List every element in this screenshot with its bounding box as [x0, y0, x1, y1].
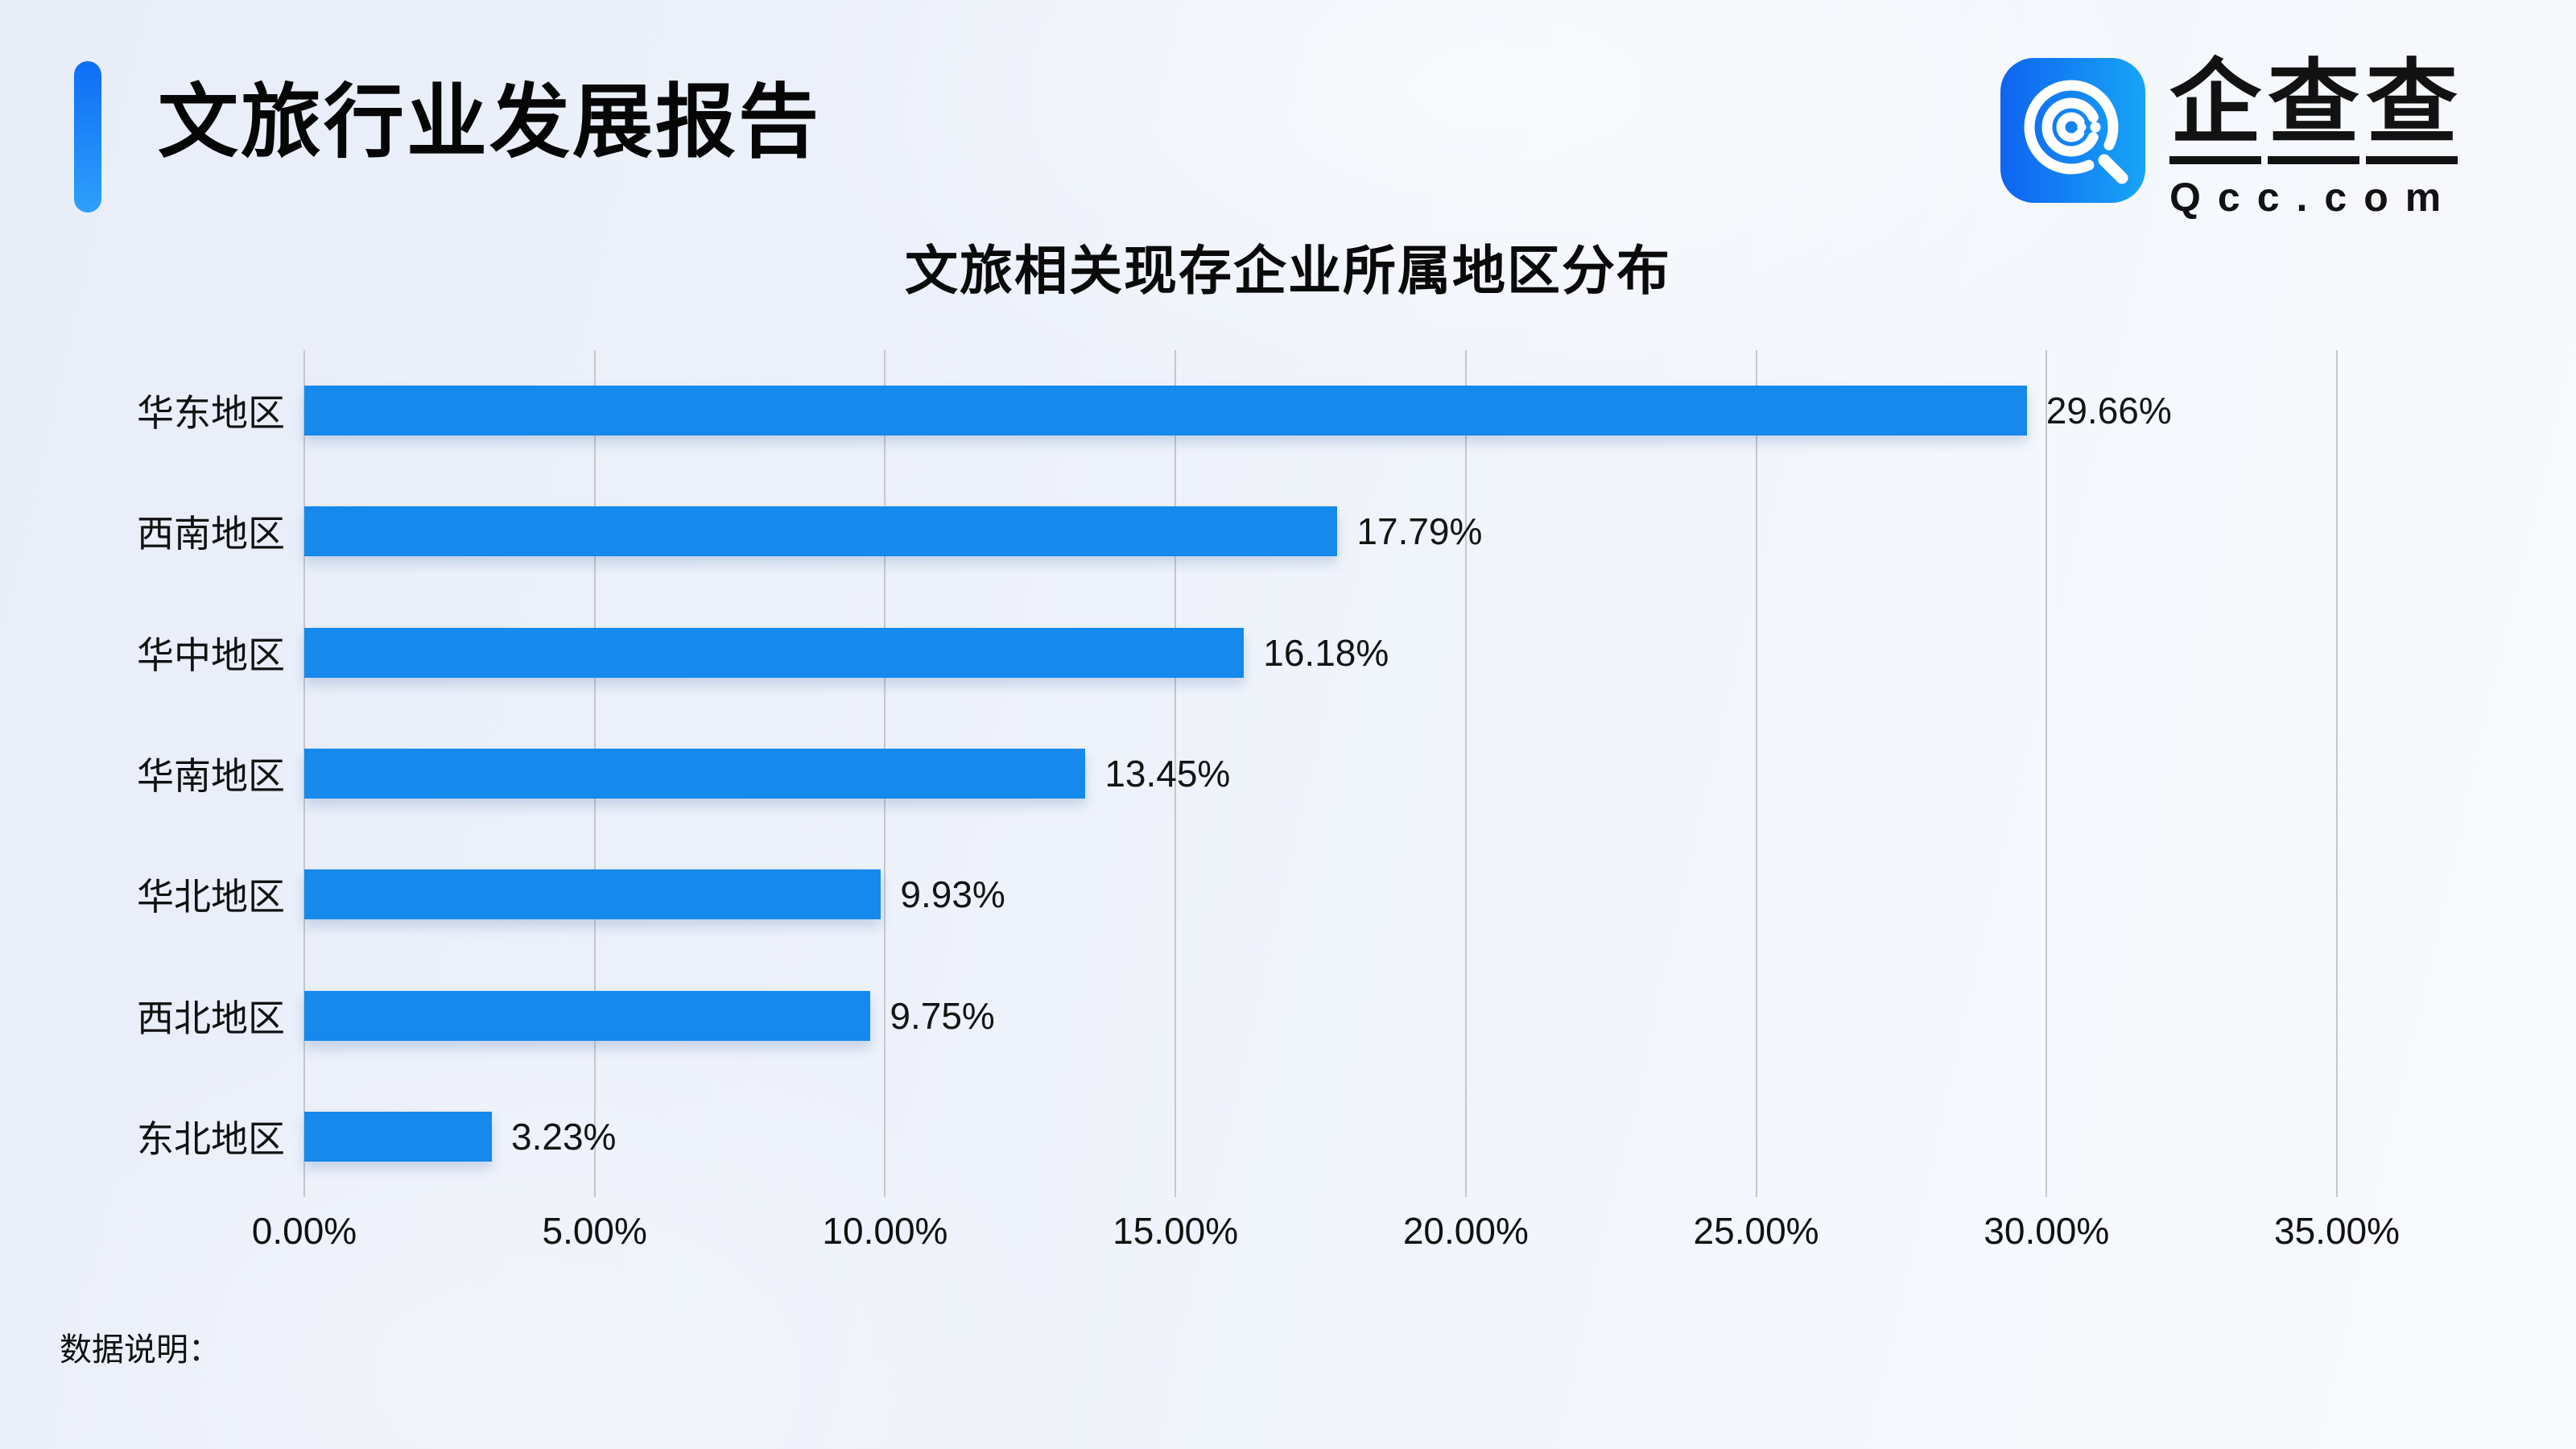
- category-label: 华北地区: [137, 876, 285, 919]
- gridline: [2336, 350, 2338, 1197]
- bar: [304, 869, 881, 920]
- x-tick-label: 20.00%: [1402, 1210, 1529, 1252]
- qcc-domain: Qcc.com: [2169, 175, 2458, 220]
- plot-area: 华东地区 29.66% 西南地区 17.79% 华中地区 16.18% 华南地区…: [137, 350, 2338, 1197]
- bar-row: 华南地区 13.45%: [137, 713, 2337, 834]
- bar: [304, 748, 1086, 799]
- category-label: 华南地区: [137, 754, 285, 797]
- x-tick-label: 30.00%: [1984, 1210, 2110, 1252]
- x-tick-label: 0.00%: [251, 1210, 357, 1252]
- chart-title: 文旅相关现存企业所属地区分布: [905, 241, 1671, 300]
- x-tick-label: 15.00%: [1113, 1210, 1239, 1252]
- x-tick-label: 25.00%: [1693, 1210, 1819, 1252]
- x-tick-label: 35.00%: [2273, 1210, 2401, 1252]
- x-tick-label: 5.00%: [542, 1210, 647, 1252]
- bar-rows: 华东地区 29.66% 西南地区 17.79% 华中地区 16.18% 华南地区…: [137, 350, 2337, 1197]
- bar: [304, 386, 2027, 436]
- qcc-brand-name: 企查查: [2169, 58, 2458, 164]
- x-tick-label: 10.00%: [822, 1210, 948, 1252]
- gridline: [1755, 350, 1757, 1197]
- value-label: 17.79%: [1356, 510, 1483, 553]
- bar-row: 西北地区 9.75%: [137, 955, 2337, 1075]
- x-axis: 0.00% 5.00% 10.00% 15.00% 20.00% 25.00% 30.00%…: [252, 1209, 2400, 1261]
- brand-char: 查: [2366, 58, 2458, 164]
- value-label: 3.23%: [511, 1115, 617, 1158]
- qcc-magnifier-icon: [2000, 58, 2145, 203]
- bar-row: 华北地区 9.93%: [137, 834, 2337, 955]
- brand-char: 查: [2268, 58, 2360, 164]
- category-label: 东北地区: [137, 1117, 285, 1160]
- bar: [304, 990, 871, 1041]
- data-notes: 数据说明： 1.统计范围：仅统计企业名称、经营范围、品牌产品含关键词“文旅|文化…: [60, 1259, 1243, 1449]
- category-label: 华中地区: [137, 634, 285, 676]
- qcc-logo: 企查查 Qcc.com: [2000, 58, 2458, 221]
- bar-row: 东北地区 3.23%: [137, 1076, 2337, 1197]
- bar: [304, 627, 1245, 678]
- title-accent-bar: [74, 61, 101, 213]
- notes-heading: 数据说明：: [60, 1332, 221, 1368]
- category-label: 西北地区: [137, 997, 285, 1039]
- value-label: 13.45%: [1104, 752, 1231, 795]
- bar-row: 西南地区 17.79%: [137, 471, 2337, 592]
- bar-row: 华东地区 29.66%: [137, 350, 2337, 471]
- value-label: 29.66%: [2046, 390, 2172, 432]
- page-title: 文旅行业发展报告: [158, 77, 821, 167]
- brand-char: 企: [2169, 58, 2262, 164]
- value-label: 16.18%: [1263, 631, 1389, 674]
- value-label: 9.75%: [890, 994, 995, 1037]
- category-label: 华东地区: [137, 392, 285, 435]
- bar: [304, 1111, 493, 1162]
- bar: [304, 506, 1338, 557]
- qcc-logo-text: 企查查 Qcc.com: [2169, 58, 2458, 221]
- gridline: [2046, 350, 2048, 1197]
- category-label: 西南地区: [137, 513, 285, 555]
- gridline: [1464, 350, 1467, 1197]
- value-label: 9.93%: [900, 873, 1005, 916]
- bar-row: 华中地区 16.18%: [137, 592, 2337, 713]
- gridline: [1174, 350, 1177, 1197]
